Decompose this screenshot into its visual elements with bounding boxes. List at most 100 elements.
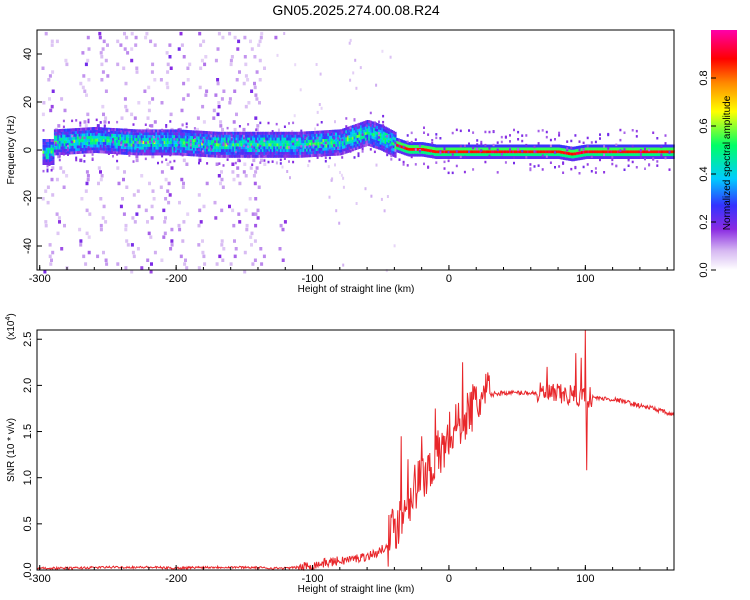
ridge-cell — [104, 142, 107, 145]
ridge-cell — [613, 150, 616, 154]
ridge-halo-cell — [639, 149, 642, 152]
ridge-cell — [335, 132, 338, 136]
noise-cell — [254, 197, 258, 201]
ridge-cell — [649, 153, 652, 157]
ridge-cell — [513, 147, 517, 151]
ridge-cell — [469, 147, 472, 151]
ridge-cell — [420, 145, 423, 148]
ridge-halo-cell — [500, 153, 503, 156]
ridge-halo-cell — [504, 135, 507, 139]
ridge-cell — [314, 133, 317, 137]
ridge-cell — [345, 136, 348, 140]
ridge-cell — [625, 153, 628, 157]
ridge-halo-cell — [521, 150, 524, 153]
ridge-cell — [345, 127, 348, 131]
ridge-cell — [423, 145, 426, 149]
ridge-cell — [227, 140, 230, 144]
ridge-cell — [170, 135, 173, 139]
ridge-cell — [324, 138, 327, 142]
ridge-cell — [256, 154, 260, 158]
ridge-cell — [289, 131, 292, 135]
ridge-cell — [85, 144, 88, 148]
ridge-cell — [639, 147, 643, 151]
ridge-cell — [477, 153, 481, 157]
ridge-cell — [137, 143, 140, 147]
ridge-cell — [129, 146, 132, 150]
ridge-cell — [324, 133, 327, 137]
ridge-cell — [116, 136, 119, 140]
noise-cell — [83, 120, 87, 124]
ridge-cell — [420, 147, 423, 151]
ridge-cell — [142, 146, 145, 150]
ridge-cell — [302, 134, 305, 138]
ridge-cell — [229, 137, 232, 141]
ridge-cell — [358, 140, 361, 144]
ridge-cell — [129, 137, 132, 141]
ridge-cell — [83, 150, 86, 154]
ridge-cell — [91, 144, 94, 148]
ridge-cell — [433, 144, 436, 148]
ridge-cell — [89, 144, 93, 148]
ridge-cell — [217, 154, 220, 158]
ridge-halo-cell — [402, 145, 405, 149]
ridge-cell — [656, 153, 659, 157]
ridge-cell — [361, 144, 364, 148]
ridge-halo-cell — [112, 138, 114, 141]
noise-cell — [104, 258, 108, 262]
noise-cell — [186, 66, 190, 70]
ridge-cell — [62, 137, 65, 141]
ridge-cell — [546, 150, 549, 154]
ridge-halo-cell — [537, 129, 540, 133]
ridge-cell — [191, 153, 194, 157]
noise-cell — [235, 112, 238, 117]
ridge-cell — [273, 149, 276, 152]
ridge-cell — [96, 147, 99, 151]
ridge-cell — [178, 152, 181, 156]
noise-cell — [232, 177, 236, 182]
noise-cell — [188, 62, 192, 67]
ridge-halo-cell — [398, 139, 401, 142]
ridge-cell — [199, 148, 202, 151]
ridge-cell — [399, 147, 402, 151]
ridge-halo-cell — [570, 139, 573, 143]
noise-cell — [125, 239, 129, 243]
ridge-halo-cell — [623, 131, 626, 134]
ridge-cell — [65, 151, 68, 155]
ridge-cell — [176, 138, 179, 141]
ridge-cell — [576, 149, 579, 152]
ridge-cell — [379, 135, 382, 139]
ridge-cell — [338, 152, 341, 156]
noise-cell — [122, 212, 126, 216]
ridge-cell — [234, 154, 237, 158]
ridge-cell — [132, 152, 135, 156]
noise-cell — [258, 58, 262, 63]
snr-plot-area — [37, 330, 674, 570]
ridge-cell — [363, 121, 366, 125]
ridge-cell — [80, 142, 83, 146]
ridge-cell — [340, 146, 343, 150]
ridge-halo-cell — [328, 131, 331, 134]
ridge-halo-cell — [255, 128, 258, 131]
ridge-halo-cell — [398, 144, 401, 148]
noise-cell — [163, 220, 167, 224]
ridge-cell — [242, 154, 245, 158]
ridge-cell — [107, 136, 111, 140]
ridge-cell — [435, 144, 438, 148]
ridge-cell — [366, 128, 369, 132]
ridge-cell — [129, 143, 132, 147]
ridge-cell — [564, 148, 567, 152]
ridge-cell — [472, 156, 476, 159]
ridge-cell — [89, 130, 93, 134]
noise-cell — [97, 181, 100, 186]
ridge-cell — [76, 151, 79, 154]
ridge-cell — [486, 150, 489, 154]
ridge-cell — [633, 144, 636, 148]
ridge-cell — [450, 153, 453, 157]
ridge-cell — [327, 150, 330, 154]
noise-cell — [167, 181, 171, 186]
ridge-cell — [536, 150, 539, 154]
ridge-cell — [502, 156, 505, 159]
ridge-cell — [371, 144, 374, 148]
noise-cell — [59, 166, 63, 170]
ridge-cell — [459, 153, 462, 157]
